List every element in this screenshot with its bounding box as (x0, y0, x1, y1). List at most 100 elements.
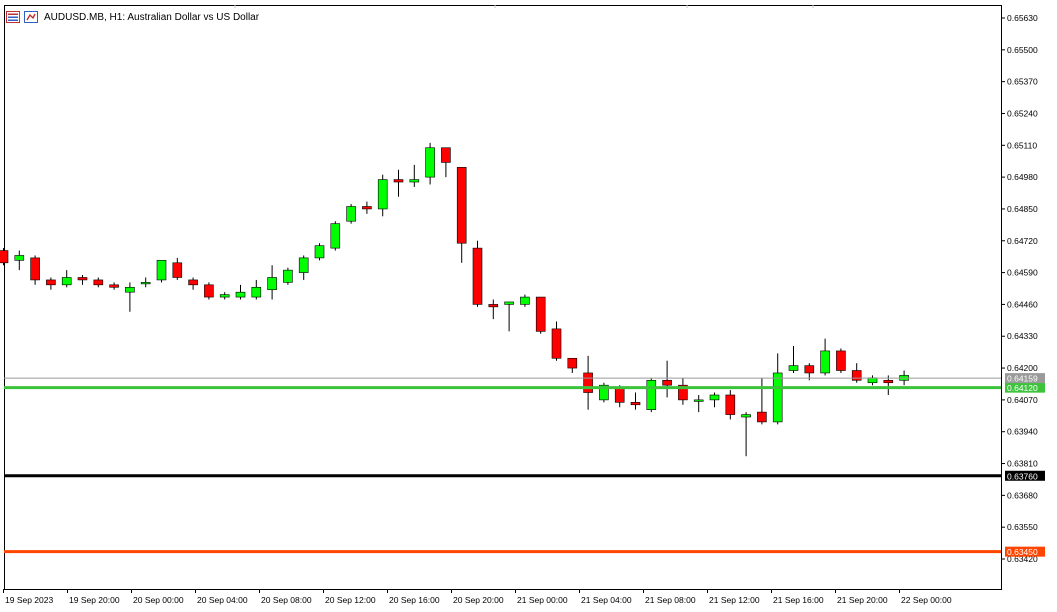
bull-candle[interactable] (709, 394, 720, 401)
x-tick-label: 21 Sep 08:00 (645, 595, 696, 605)
bull-candle[interactable] (346, 206, 356, 222)
x-tick-label: 19 Sep 20:00 (69, 595, 120, 605)
bear-candle[interactable] (441, 147, 451, 163)
level-price-label: 0.64120 (1007, 383, 1038, 393)
y-tick-label: 0.64720 (1007, 236, 1038, 246)
level-price-tag (1005, 470, 1045, 481)
bear-candle[interactable] (456, 167, 467, 244)
bear-candle[interactable] (883, 379, 894, 384)
bear-candle[interactable] (30, 257, 40, 281)
y-tick-label: 0.63550 (1007, 522, 1038, 532)
bull-candle[interactable] (298, 257, 309, 273)
chart-settings-icon[interactable] (24, 11, 38, 23)
y-tick-label: 0.63420 (1007, 554, 1038, 564)
bull-candle[interactable] (235, 291, 246, 298)
bear-candle[interactable] (678, 384, 688, 401)
y-tick-label: 0.64330 (1007, 331, 1038, 341)
y-tick-label: 0.65370 (1007, 77, 1038, 87)
bear-candle[interactable] (725, 394, 736, 415)
bull-candle[interactable] (219, 294, 230, 298)
bull-candle[interactable] (251, 286, 262, 298)
bear-candle[interactable] (204, 284, 214, 298)
bear-candle[interactable] (614, 387, 625, 403)
bear-candle[interactable] (804, 365, 815, 374)
bear-candle[interactable] (630, 402, 641, 406)
level-price-label: 0.63450 (1007, 547, 1038, 557)
y-tick-label: 0.64980 (1007, 172, 1038, 182)
x-tick-label: 22 Sep 00:00 (901, 595, 952, 605)
bear-candle[interactable] (583, 372, 593, 393)
x-tick-label: 21 Sep 20:00 (837, 595, 888, 605)
bear-candle[interactable] (472, 247, 483, 305)
level-price-tag (1005, 546, 1045, 557)
bear-candle[interactable] (567, 357, 578, 369)
y-tick-label: 0.64070 (1007, 395, 1038, 405)
bull-candle[interactable] (646, 379, 657, 410)
bear-candle[interactable] (488, 304, 499, 308)
x-tick-label: 21 Sep 00:00 (517, 595, 568, 605)
bull-candle[interactable] (788, 365, 799, 371)
x-tick-label: 20 Sep 12:00 (325, 595, 376, 605)
bull-candle[interactable] (14, 255, 25, 261)
bear-candle[interactable] (836, 350, 846, 371)
bear-candle[interactable] (851, 370, 862, 381)
bull-candle[interactable] (267, 277, 277, 291)
bear-candle[interactable] (188, 279, 198, 286)
bull-candle[interactable] (772, 372, 783, 423)
bear-candle[interactable] (172, 262, 183, 278)
bull-candle[interactable] (504, 301, 514, 305)
bull-candle[interactable] (61, 277, 72, 286)
current-price-tag (1005, 373, 1045, 384)
y-tick-label: 0.64460 (1007, 299, 1038, 309)
x-tick-label: 21 Sep 04:00 (581, 595, 632, 605)
bear-candle[interactable] (535, 296, 546, 332)
bull-candle[interactable] (156, 260, 167, 281)
bull-candle[interactable] (140, 282, 151, 285)
bull-candle[interactable] (330, 223, 341, 249)
bear-candle[interactable] (362, 206, 372, 210)
y-tick-label: 0.65240 (1007, 108, 1038, 118)
chart-list-icon[interactable] (6, 11, 20, 23)
current-price-label: 0.64159 (1007, 374, 1038, 384)
y-tick-label: 0.65500 (1007, 45, 1038, 55)
bull-candle[interactable] (425, 147, 435, 178)
bear-candle[interactable] (93, 279, 104, 286)
x-tick-label: 20 Sep 04:00 (197, 595, 248, 605)
bear-candle[interactable] (46, 279, 56, 286)
y-tick-label: 0.64200 (1007, 363, 1038, 373)
bull-candle[interactable] (125, 286, 135, 293)
y-tick-label: 0.63940 (1007, 427, 1038, 437)
x-tick-label: 21 Sep 16:00 (773, 595, 824, 605)
bear-candle[interactable] (109, 284, 119, 288)
x-tick-label: 20 Sep 00:00 (133, 595, 184, 605)
x-tick-label: 19 Sep 2023 (5, 595, 53, 605)
y-tick-label: 0.63680 (1007, 490, 1038, 500)
x-tick-label: 20 Sep 16:00 (389, 595, 440, 605)
x-tick-label: 20 Sep 20:00 (453, 595, 504, 605)
plot-frame (4, 5, 1002, 590)
bear-candle[interactable] (662, 379, 672, 386)
bull-candle[interactable] (377, 179, 388, 210)
chart-header: AUDUSD.MB, H1: Australian Dollar vs US D… (6, 9, 259, 25)
bull-candle[interactable] (283, 269, 293, 283)
bull-candle[interactable] (599, 384, 609, 401)
y-tick-label: 0.65110 (1007, 140, 1037, 150)
level-price-tag (1005, 382, 1045, 393)
y-tick-label: 0.65630 (1007, 13, 1038, 23)
chart-title: AUDUSD.MB, H1: Australian Dollar vs US D… (44, 11, 260, 23)
bull-candle[interactable] (314, 245, 325, 259)
bull-candle[interactable] (820, 350, 830, 374)
bull-candle[interactable] (409, 179, 420, 183)
bear-candle[interactable] (0, 250, 9, 264)
bear-candle[interactable] (77, 277, 88, 281)
bull-candle[interactable] (693, 399, 704, 402)
y-tick-label: 0.63810 (1007, 459, 1038, 469)
x-tick-label: 21 Sep 12:00 (709, 595, 760, 605)
bull-candle[interactable] (520, 296, 530, 305)
bear-candle[interactable] (551, 328, 562, 359)
bull-candle[interactable] (741, 414, 751, 418)
bear-candle[interactable] (393, 179, 404, 183)
bear-candle[interactable] (757, 411, 767, 423)
